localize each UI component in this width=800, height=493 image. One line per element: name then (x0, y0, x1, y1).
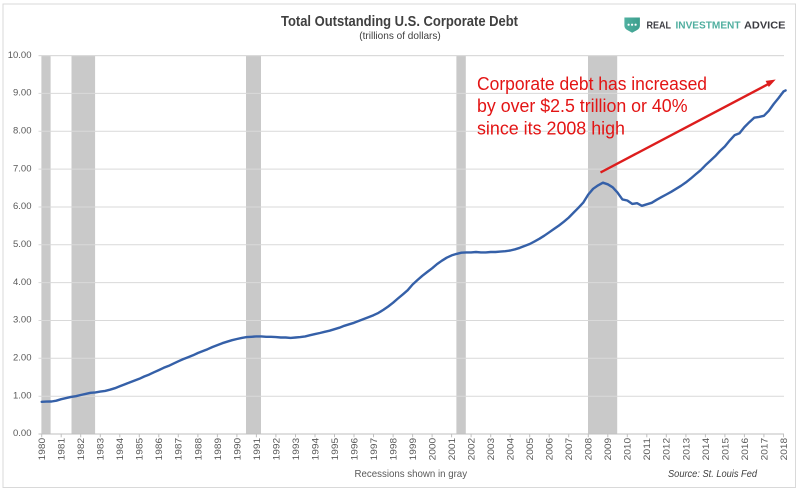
svg-text:2000: 2000 (428, 438, 439, 461)
svg-text:2003: 2003 (486, 438, 497, 461)
svg-text:1.00: 1.00 (13, 390, 32, 401)
svg-text:1990: 1990 (232, 438, 243, 461)
svg-text:7.00: 7.00 (13, 163, 32, 174)
svg-text:2010: 2010 (623, 438, 634, 461)
svg-text:1993: 1993 (291, 438, 302, 461)
svg-text:1983: 1983 (96, 438, 107, 461)
svg-text:2004: 2004 (506, 438, 517, 461)
svg-text:1982: 1982 (76, 438, 87, 461)
svg-text:1981: 1981 (57, 438, 68, 461)
svg-text:2011: 2011 (642, 438, 653, 461)
svg-text:Source: St. Louis Fed: Source: St. Louis Fed (668, 468, 758, 480)
svg-text:1992: 1992 (271, 438, 282, 461)
svg-text:2001: 2001 (447, 438, 458, 461)
svg-text:1980: 1980 (37, 438, 48, 461)
svg-text:1996: 1996 (349, 438, 360, 461)
svg-text:4.00: 4.00 (13, 277, 32, 288)
svg-text:since its 2008 high: since its 2008 high (477, 119, 625, 139)
svg-text:9.00: 9.00 (13, 88, 32, 99)
svg-text:2005: 2005 (525, 438, 536, 461)
svg-text:1999: 1999 (408, 438, 419, 461)
svg-text:1989: 1989 (213, 438, 224, 461)
svg-text:2007: 2007 (564, 438, 575, 461)
svg-text:1998: 1998 (389, 438, 400, 461)
svg-text:2017: 2017 (759, 438, 770, 461)
svg-text:5.00: 5.00 (13, 239, 32, 250)
svg-text:INVESTMENT: INVESTMENT (676, 19, 742, 31)
svg-text:2014: 2014 (701, 438, 712, 461)
svg-text:1994: 1994 (310, 438, 321, 461)
svg-text:1987: 1987 (174, 438, 185, 461)
svg-text:2.00: 2.00 (13, 353, 32, 364)
svg-text:2009: 2009 (603, 438, 614, 461)
svg-text:2015: 2015 (720, 438, 731, 461)
svg-text:1997: 1997 (369, 438, 380, 461)
svg-text:1986: 1986 (154, 438, 165, 461)
svg-text:1988: 1988 (193, 438, 204, 461)
svg-text:2006: 2006 (545, 438, 556, 461)
svg-text:2013: 2013 (681, 438, 692, 461)
svg-text:1984: 1984 (115, 438, 126, 461)
svg-text:8.00: 8.00 (13, 126, 32, 137)
svg-text:1985: 1985 (135, 438, 146, 461)
svg-text:Recessions shown in gray: Recessions shown in gray (355, 468, 468, 480)
svg-text:1991: 1991 (252, 438, 263, 461)
svg-text:ADVICE: ADVICE (744, 19, 786, 31)
svg-text:2018: 2018 (779, 438, 790, 461)
svg-text:(trillions of dollars): (trillions of dollars) (359, 30, 441, 42)
svg-text:2012: 2012 (662, 438, 673, 461)
svg-text:2008: 2008 (584, 438, 595, 461)
svg-text:3.00: 3.00 (13, 315, 32, 326)
svg-text:6.00: 6.00 (13, 201, 32, 212)
svg-text:10.00: 10.00 (8, 50, 32, 61)
svg-text:REAL: REAL (647, 19, 672, 31)
svg-text:by over $2.5 trillion or 40%: by over $2.5 trillion or 40% (477, 96, 688, 116)
svg-text:2016: 2016 (740, 438, 751, 461)
svg-text:2002: 2002 (467, 438, 478, 461)
svg-text:Total Outstanding U.S. Corpora: Total Outstanding U.S. Corporate Debt (281, 13, 518, 30)
svg-text:Corporate debt has increased: Corporate debt has increased (477, 74, 707, 94)
svg-text:0.00: 0.00 (13, 428, 32, 439)
svg-text:1995: 1995 (330, 438, 341, 461)
